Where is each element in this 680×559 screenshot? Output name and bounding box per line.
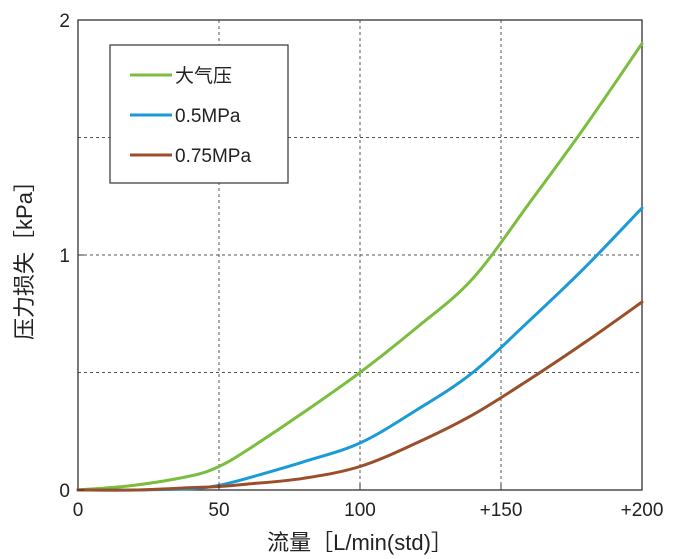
legend-label-0: 大气压 (175, 65, 232, 87)
x-tick-label: +150 (480, 500, 523, 521)
x-tick-label: +200 (621, 500, 664, 521)
y-tick-label: 2 (59, 11, 70, 32)
tick-labels: 0 50 100 +150 +200 0 1 2 (59, 11, 663, 521)
legend-label-1: 0.5MPa (175, 106, 241, 127)
y-tick-label: 1 (59, 246, 70, 267)
x-tick-label: 100 (344, 500, 376, 521)
x-axis-label: 流量［L/min(std)］ (267, 530, 453, 555)
y-axis-label: 压力损失［kPa］ (12, 170, 37, 340)
series-lines (76, 42, 644, 492)
legend: 大气压 0.5MPa 0.75MPa (109, 44, 289, 184)
x-tick-label: 0 (73, 500, 84, 521)
series-line-0 (76, 42, 644, 492)
series-line-2 (76, 300, 644, 492)
y-tick-label: 0 (59, 481, 70, 502)
legend-label-2: 0.75MPa (175, 146, 251, 167)
x-tick-label: 50 (208, 500, 229, 521)
